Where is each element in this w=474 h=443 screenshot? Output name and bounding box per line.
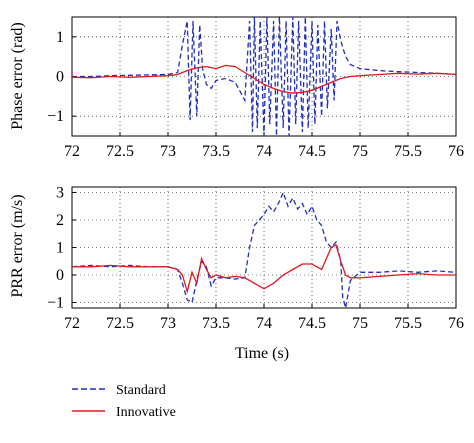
x-tick-label: 72: [64, 315, 80, 332]
prr-error-series: [71, 190, 457, 309]
x-tick-label: 75: [352, 143, 368, 160]
x-tick-label: 74.5: [298, 315, 326, 332]
y-tick-label: −1: [47, 295, 64, 312]
phase-error-panel: 72 72.5 73 73.5 74 74.5 75 75.5 76 −1 0 1 Phase er…: [9, 16, 464, 160]
x-tick-label: 74: [256, 315, 272, 332]
x-tick-label: 72.5: [106, 143, 134, 160]
time-x-axis-label: Time (s): [235, 345, 289, 362]
prr-error-x-tick-labels: 72 72.5 73 73.5 74 74.5 75 75.5 76: [64, 315, 464, 332]
x-tick-label: 73.5: [202, 143, 230, 160]
y-tick-label: −1: [47, 108, 64, 125]
series-innovative-line: [72, 243, 456, 294]
x-tick-label: 75.5: [394, 143, 422, 160]
legend: Standard Innovative: [72, 383, 176, 420]
phase-error-series: [71, 16, 457, 137]
legend-standard-label: Standard: [116, 383, 166, 398]
x-tick-label: 72: [64, 143, 80, 160]
x-tick-label: 76: [448, 315, 464, 332]
x-tick-label: 72.5: [106, 315, 134, 332]
x-tick-label: 73.5: [202, 315, 230, 332]
x-tick-label: 73: [160, 315, 176, 332]
series-innovative-line: [71, 64, 457, 94]
series-standard-line: [72, 16, 457, 137]
x-tick-label: 75: [352, 315, 368, 332]
series-standard-line: [71, 190, 457, 309]
x-tick-label: 74: [256, 143, 272, 160]
x-tick-label: 74.5: [298, 143, 326, 160]
legend-innovative-label: Innovative: [116, 405, 176, 420]
y-tick-label: 0: [56, 267, 64, 284]
y-tick-label: 2: [56, 212, 64, 229]
phase-error-y-tick-labels: −1 0 1: [47, 29, 64, 125]
prr-error-y-tick-labels: −1 0 1 2 3: [47, 185, 64, 312]
x-tick-label: 73: [160, 143, 176, 160]
x-tick-label: 76: [448, 143, 464, 160]
phase-error-x-tick-labels: 72 72.5 73 73.5 74 74.5 75 75.5 76: [64, 143, 464, 160]
y-tick-label: 3: [56, 185, 64, 202]
y-tick-label: 1: [56, 29, 64, 46]
y-tick-label: 0: [56, 69, 64, 86]
prr-error-panel: 72 72.5 73 73.5 74 74.5 75 75.5 76 −1 0 1 2 3 PRR er…: [9, 185, 464, 363]
y-tick-label: 1: [56, 240, 64, 257]
x-tick-label: 75.5: [394, 315, 422, 332]
phase-error-y-axis-label: Phase error (rad): [9, 22, 26, 130]
prr-error-y-axis-label: PRR error (m/s): [9, 194, 26, 297]
